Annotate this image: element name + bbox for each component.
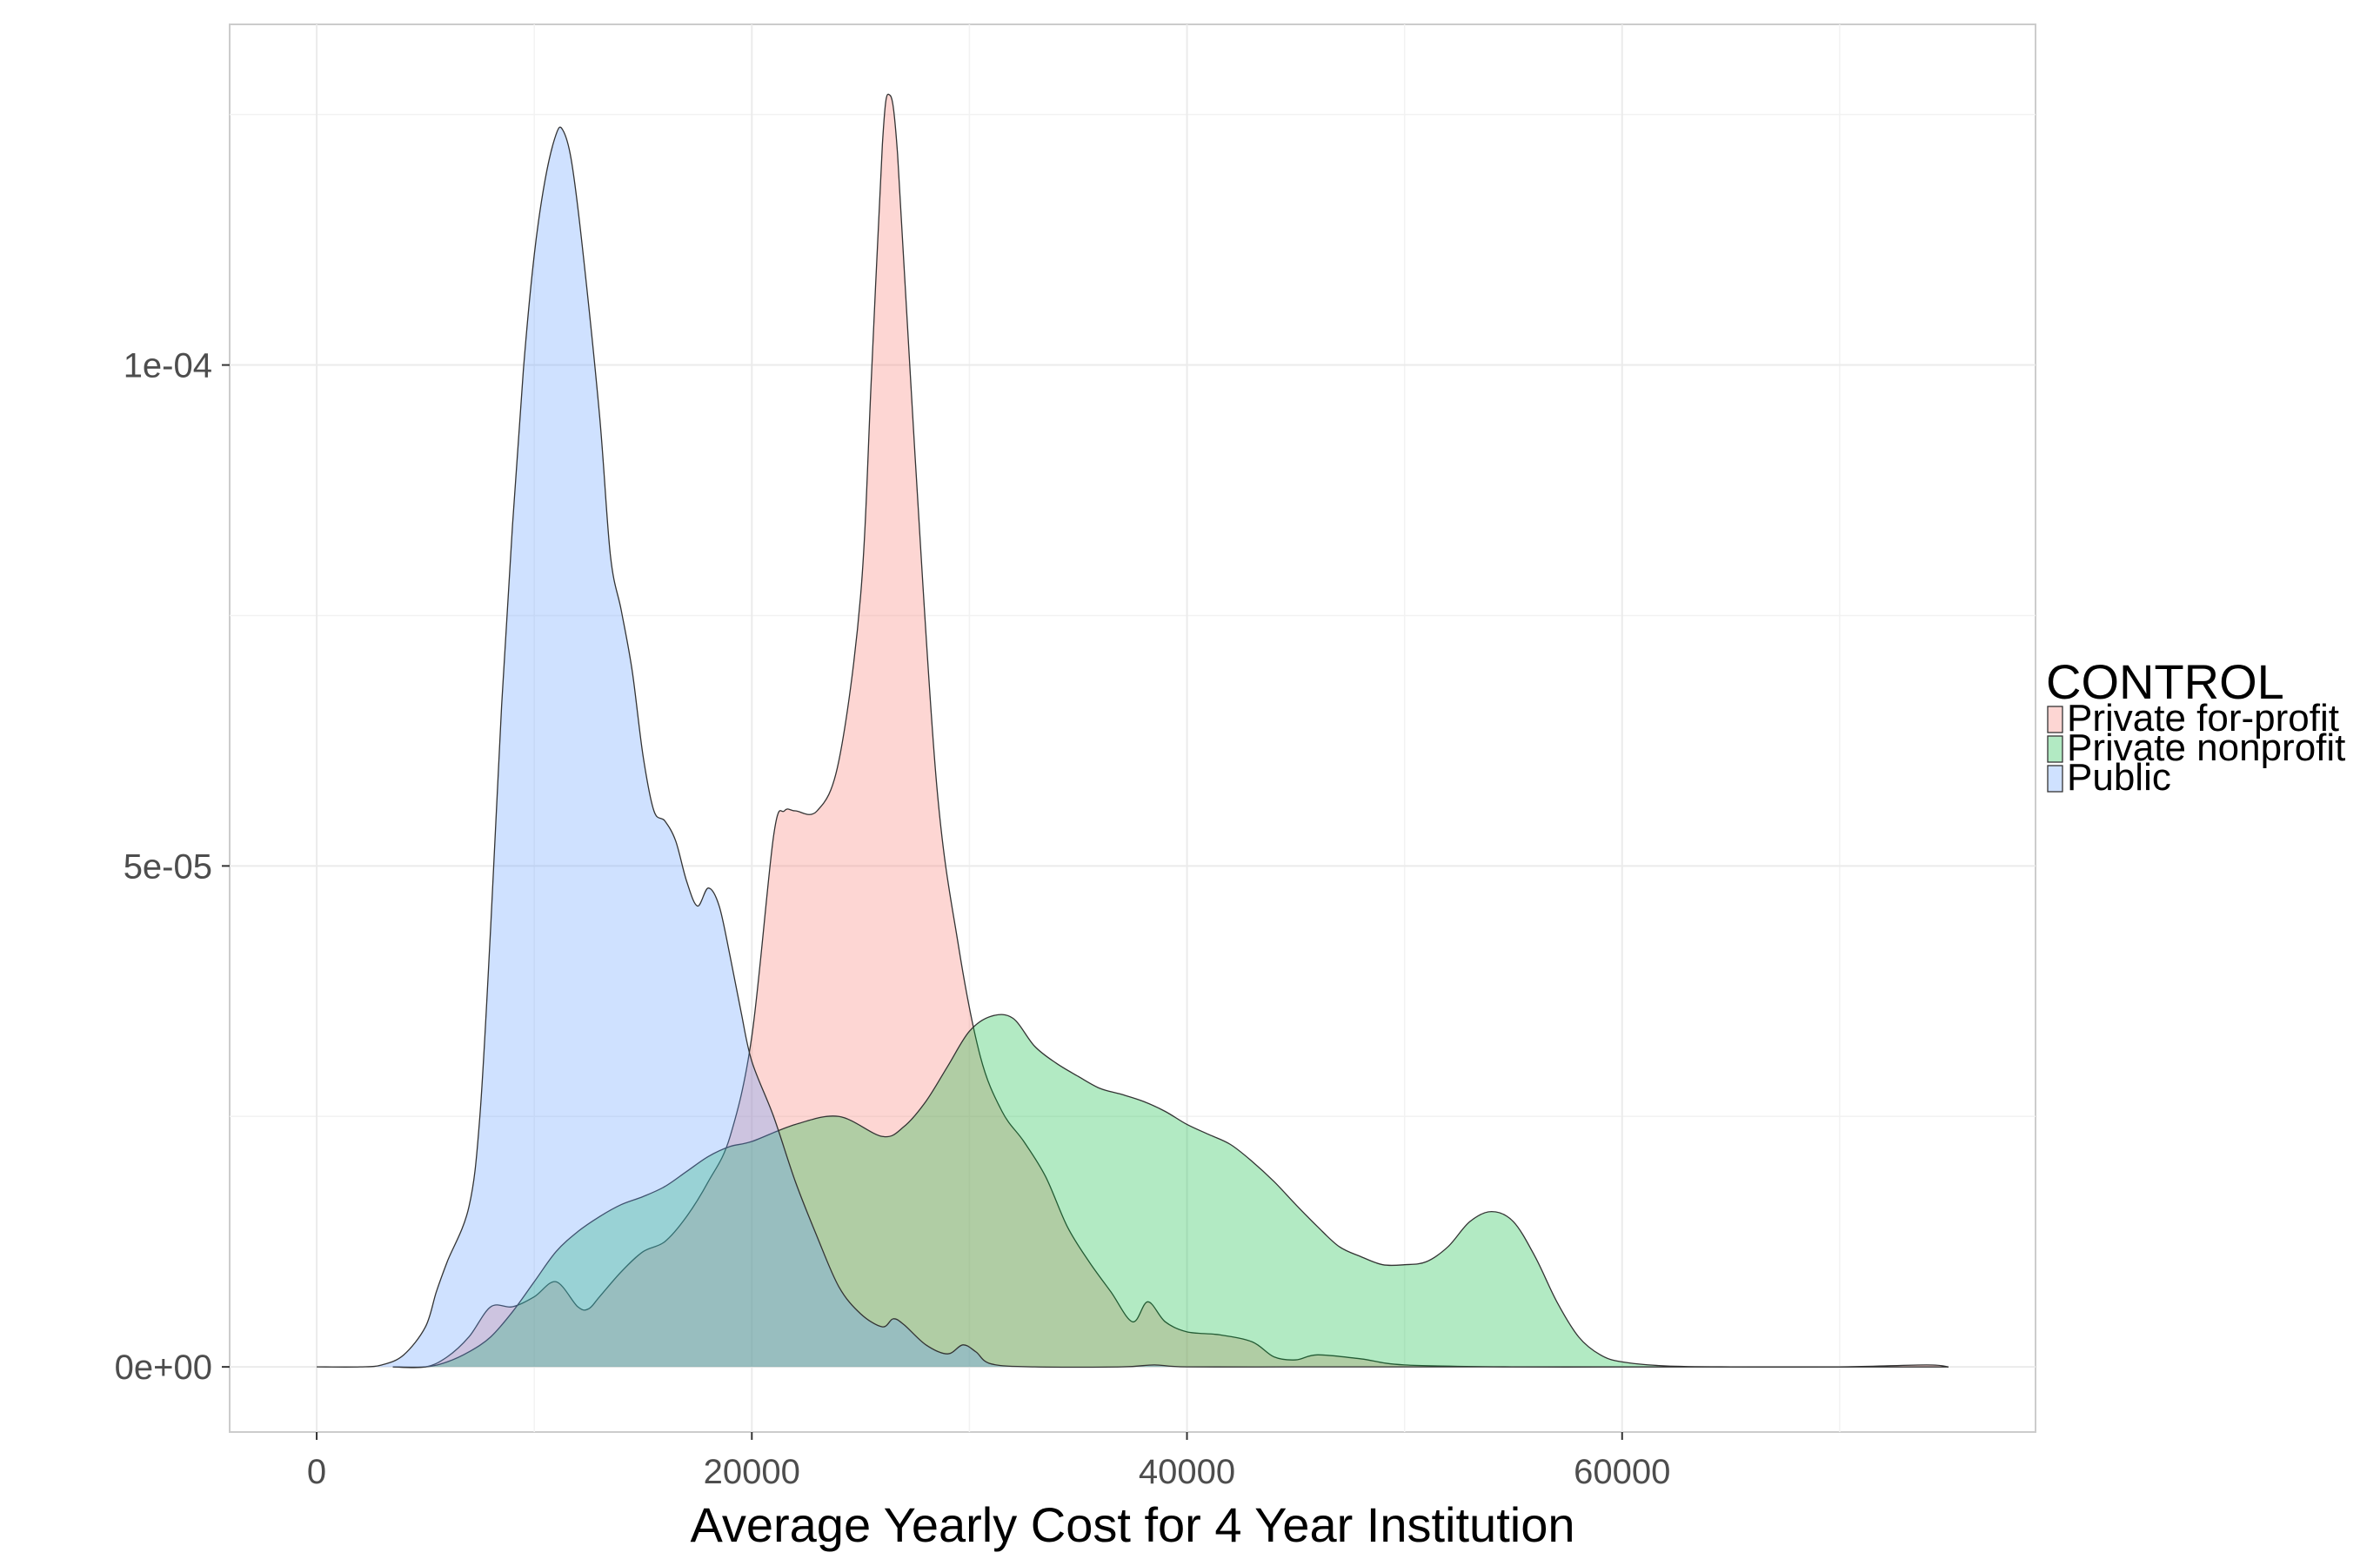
legend-key-private-nonprofit xyxy=(2047,735,2063,763)
density-area-private-for-profit xyxy=(392,94,1949,1369)
legend-label-private-nonprofit: Private nonprofit xyxy=(2067,726,2345,769)
density-line-public xyxy=(317,126,1949,1369)
density-line-private-nonprofit xyxy=(392,1014,1949,1369)
y-axis-ticks: 0e+00 5e-05 1e-04 xyxy=(115,347,230,1387)
legend-key-private-for-profit xyxy=(2047,706,2063,733)
plot-panel xyxy=(229,23,2036,1433)
density-area-public xyxy=(317,127,1949,1368)
x-axis-ticks: 0 20000 40000 60000 xyxy=(307,1432,1670,1491)
y-tick-label: 1e-04 xyxy=(124,347,212,385)
legend-title: CONTROL xyxy=(2046,654,2284,709)
density-areas xyxy=(317,93,1949,1369)
legend-label-public: Public xyxy=(2067,756,2171,799)
density-line-private-for-profit xyxy=(392,93,1949,1369)
y-tick-label: 0e+00 xyxy=(115,1348,212,1387)
x-tick-label: 60000 xyxy=(1574,1453,1670,1491)
density-area-private-nonprofit xyxy=(392,1014,1949,1368)
legend-key-public xyxy=(2047,765,2063,793)
legend-label-private-for-profit: Private for-profit xyxy=(2067,697,2339,740)
x-tick-label: 40000 xyxy=(1139,1453,1235,1491)
x-axis-title: Average Yearly Cost for 4 Year Instituti… xyxy=(691,1497,1575,1552)
x-tick-label: 0 xyxy=(307,1453,326,1491)
y-tick-label: 5e-05 xyxy=(124,847,212,886)
x-tick-label: 20000 xyxy=(704,1453,800,1491)
major-gridlines xyxy=(230,24,2036,1432)
